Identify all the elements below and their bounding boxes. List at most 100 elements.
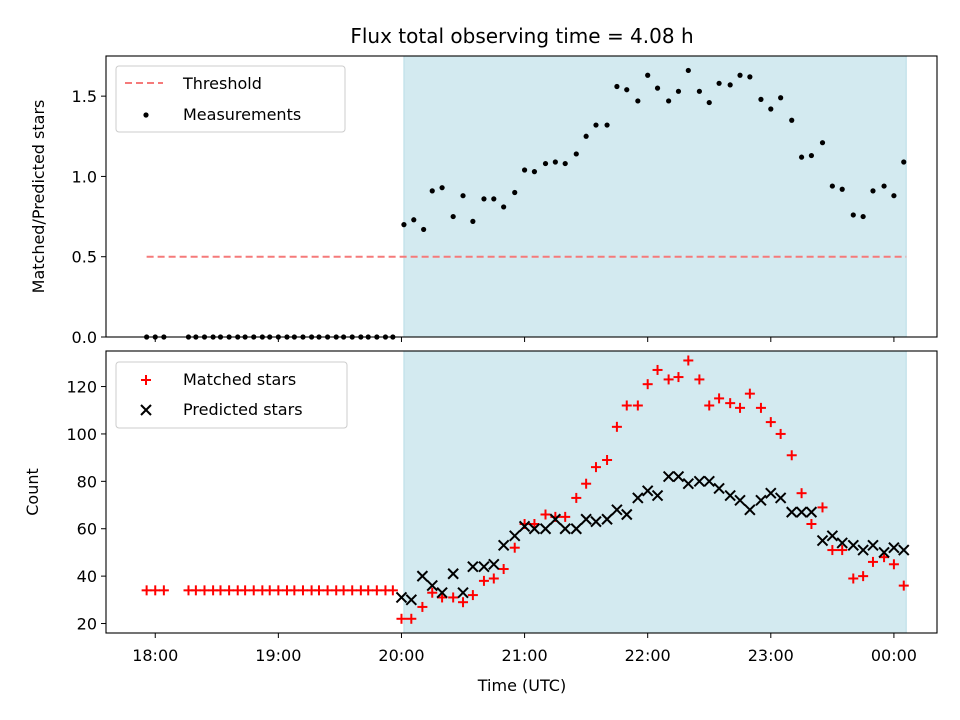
- matched-point: [775, 428, 786, 439]
- matched-point: [509, 542, 520, 553]
- matched-point: [224, 585, 235, 596]
- predicted-point: [878, 546, 890, 559]
- predicted-point: [518, 520, 531, 533]
- measurement-point: [666, 98, 672, 104]
- predicted-point: [805, 506, 818, 518]
- measurement-point: [654, 85, 661, 91]
- predicted-point: [898, 544, 910, 556]
- x-stroke: [416, 570, 429, 582]
- measurement-point: [429, 188, 435, 194]
- y-tick-label: 40: [77, 567, 97, 586]
- matched-point: [427, 587, 438, 598]
- chart-title: Flux total observing time = 4.08 h: [350, 24, 693, 48]
- top-x-ticks: [154, 337, 895, 342]
- matched-point: [190, 585, 201, 596]
- measurement-point: [696, 88, 702, 94]
- predicted-point: [744, 504, 756, 516]
- matched-point: [611, 421, 622, 432]
- measurement-point: [635, 98, 641, 104]
- matched-point: [289, 585, 300, 596]
- x-stroke: [488, 558, 500, 570]
- x-stroke: [570, 523, 582, 535]
- predicted-point: [713, 482, 725, 495]
- predicted-point: [457, 587, 469, 599]
- x-stroke: [611, 504, 623, 516]
- matched-point: [652, 364, 663, 375]
- matched-point: [141, 585, 152, 596]
- y-tick-label: 0.5: [72, 248, 97, 267]
- measurement-point: [901, 159, 907, 165]
- measurement-point: [531, 169, 538, 175]
- matched-point: [248, 585, 259, 596]
- x-stroke: [559, 523, 571, 535]
- legend-predicted-label: Predicted stars: [183, 400, 303, 419]
- matched-point: [338, 585, 349, 596]
- x-stroke: [580, 513, 592, 525]
- measurement-point: [798, 154, 805, 160]
- matched-point: [858, 571, 869, 582]
- matched-point: [478, 575, 489, 586]
- matched-point: [755, 402, 766, 413]
- matched-point: [898, 580, 909, 591]
- matched-point: [396, 613, 407, 624]
- x-stroke: [734, 494, 746, 507]
- matched-point: [621, 400, 632, 411]
- top-axes-frame: [105, 55, 938, 338]
- measurement-point: [501, 204, 507, 210]
- predicted-point: [590, 515, 602, 528]
- y-tick-label: 100: [66, 425, 97, 444]
- predicted-point: [847, 539, 859, 552]
- matched-point: [683, 355, 694, 366]
- matched-point: [581, 478, 592, 489]
- predicted-point: [734, 494, 746, 507]
- matched-point: [765, 417, 776, 428]
- predicted-point: [580, 513, 592, 525]
- x-stroke: [528, 523, 541, 535]
- measurement-point: [604, 122, 610, 128]
- measurement-point: [839, 186, 845, 192]
- top-y-axis-label: Matched/Predicted stars: [29, 100, 48, 294]
- x-stroke: [857, 544, 869, 556]
- x-stroke: [805, 506, 818, 518]
- x-stroke: [703, 475, 715, 488]
- matched-point: [363, 585, 374, 596]
- x-stroke: [632, 492, 644, 504]
- y-tick-label: 1.0: [72, 167, 97, 186]
- measurement-point: [521, 167, 528, 173]
- predicted-point: [765, 487, 777, 499]
- measurement-point: [562, 160, 568, 167]
- predicted-point: [611, 504, 623, 516]
- measurement-point: [685, 67, 691, 74]
- x-stroke: [497, 539, 510, 552]
- measurement-point: [460, 193, 466, 199]
- measurement-point: [470, 218, 476, 224]
- predicted-point: [826, 530, 839, 542]
- y-tick-label: 80: [77, 472, 97, 491]
- measurement-point: [829, 183, 835, 189]
- x-stroke: [590, 515, 602, 528]
- measurement-point: [747, 74, 753, 80]
- predicted-point: [857, 544, 869, 556]
- predicted-point: [641, 485, 654, 497]
- matched-point: [417, 601, 428, 612]
- top-legend: Threshold Measurements: [115, 65, 346, 133]
- x-stroke: [878, 546, 890, 559]
- predicted-point: [682, 477, 695, 490]
- predicted-point: [467, 560, 479, 573]
- matched-point: [694, 374, 705, 385]
- measurement-point: [675, 88, 682, 94]
- x-stroke: [426, 579, 438, 592]
- x-stroke: [395, 591, 408, 604]
- measurement-point: [421, 226, 427, 233]
- measurement-point: [481, 196, 487, 202]
- series-predicted-stars: [395, 470, 910, 606]
- matched-point: [571, 492, 582, 503]
- predicted-point: [539, 523, 552, 535]
- matched-point: [406, 613, 417, 624]
- top-legend-box: [115, 65, 346, 133]
- matched-point: [867, 556, 878, 567]
- measurement-point: [891, 193, 897, 199]
- x-stroke: [847, 539, 859, 552]
- measurement-point: [850, 212, 856, 218]
